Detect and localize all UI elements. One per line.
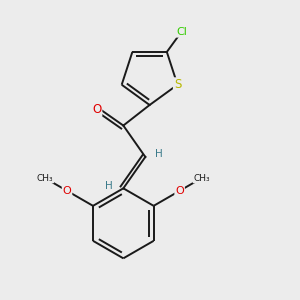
Text: CH₃: CH₃	[37, 174, 53, 183]
Text: O: O	[92, 103, 101, 116]
Text: S: S	[174, 78, 181, 91]
Text: O: O	[175, 186, 184, 196]
Text: H: H	[155, 149, 163, 159]
Text: O: O	[63, 186, 71, 196]
Text: Cl: Cl	[176, 27, 187, 37]
Text: H: H	[106, 181, 113, 191]
Text: CH₃: CH₃	[194, 174, 210, 183]
